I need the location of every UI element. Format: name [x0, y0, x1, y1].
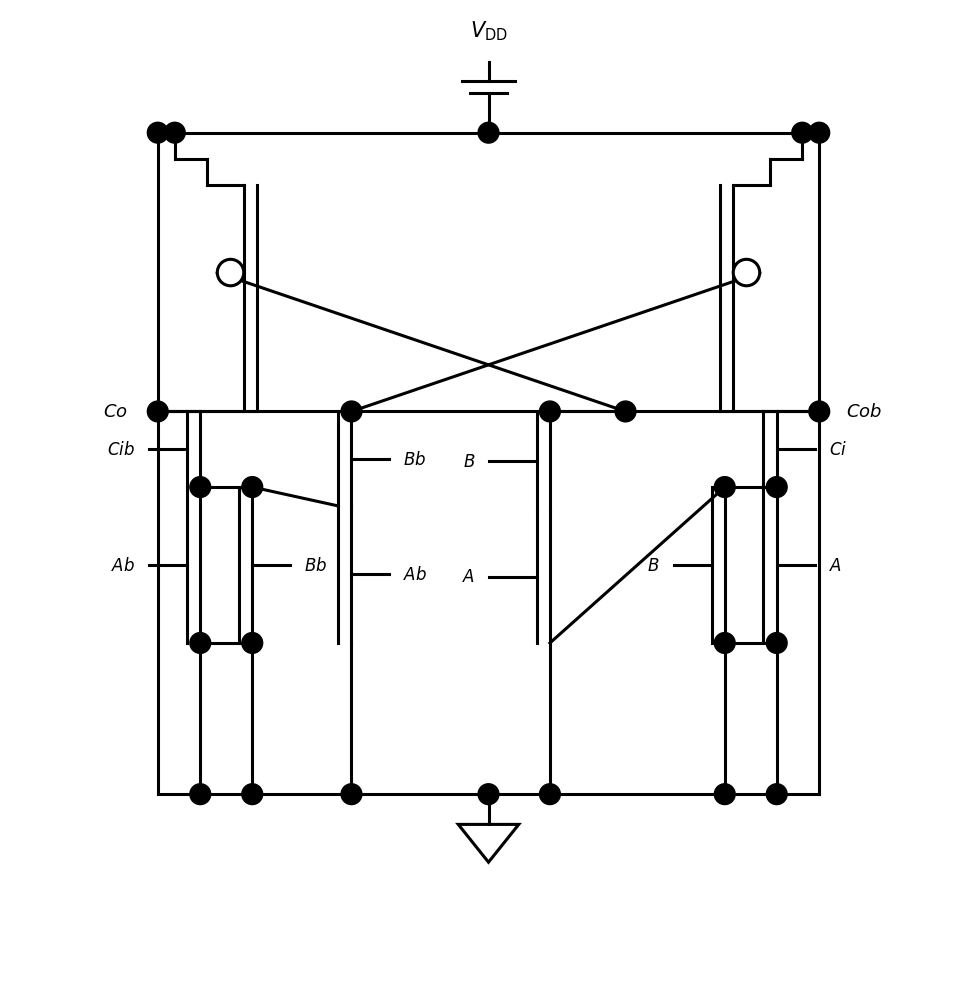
Text: $Ci$: $Ci$: [828, 440, 847, 459]
Circle shape: [190, 477, 211, 498]
Circle shape: [164, 123, 186, 144]
Circle shape: [766, 784, 787, 805]
Text: $B$: $B$: [647, 557, 659, 574]
Circle shape: [190, 784, 211, 805]
Text: $Cib$: $Cib$: [107, 440, 135, 459]
Text: $Ab$: $Ab$: [111, 557, 135, 575]
Circle shape: [341, 784, 361, 805]
Circle shape: [478, 784, 499, 805]
Circle shape: [766, 633, 787, 654]
Circle shape: [791, 123, 813, 144]
Circle shape: [734, 260, 760, 286]
Text: $Ab$: $Ab$: [404, 566, 428, 583]
Text: $Cob$: $Cob$: [845, 403, 881, 421]
Circle shape: [809, 402, 829, 422]
Text: $V_{\rm DD}$: $V_{\rm DD}$: [470, 20, 507, 44]
Circle shape: [714, 784, 735, 805]
Circle shape: [714, 477, 735, 498]
Circle shape: [148, 402, 168, 422]
Circle shape: [539, 402, 561, 422]
Circle shape: [766, 477, 787, 498]
Text: $A$: $A$: [462, 569, 475, 585]
Circle shape: [478, 123, 499, 144]
Circle shape: [242, 633, 263, 654]
Text: $A$: $A$: [828, 557, 842, 574]
Circle shape: [242, 784, 263, 805]
Text: $Bb$: $Bb$: [404, 450, 427, 468]
Circle shape: [242, 477, 263, 498]
Circle shape: [190, 633, 211, 654]
Circle shape: [148, 123, 168, 144]
Text: $B$: $B$: [463, 453, 475, 470]
Circle shape: [539, 784, 561, 805]
Text: $Bb$: $Bb$: [304, 557, 327, 575]
Circle shape: [217, 260, 243, 286]
Circle shape: [341, 402, 361, 422]
Circle shape: [616, 402, 636, 422]
Circle shape: [809, 123, 829, 144]
Circle shape: [714, 633, 735, 654]
Text: $Co$: $Co$: [103, 403, 128, 421]
